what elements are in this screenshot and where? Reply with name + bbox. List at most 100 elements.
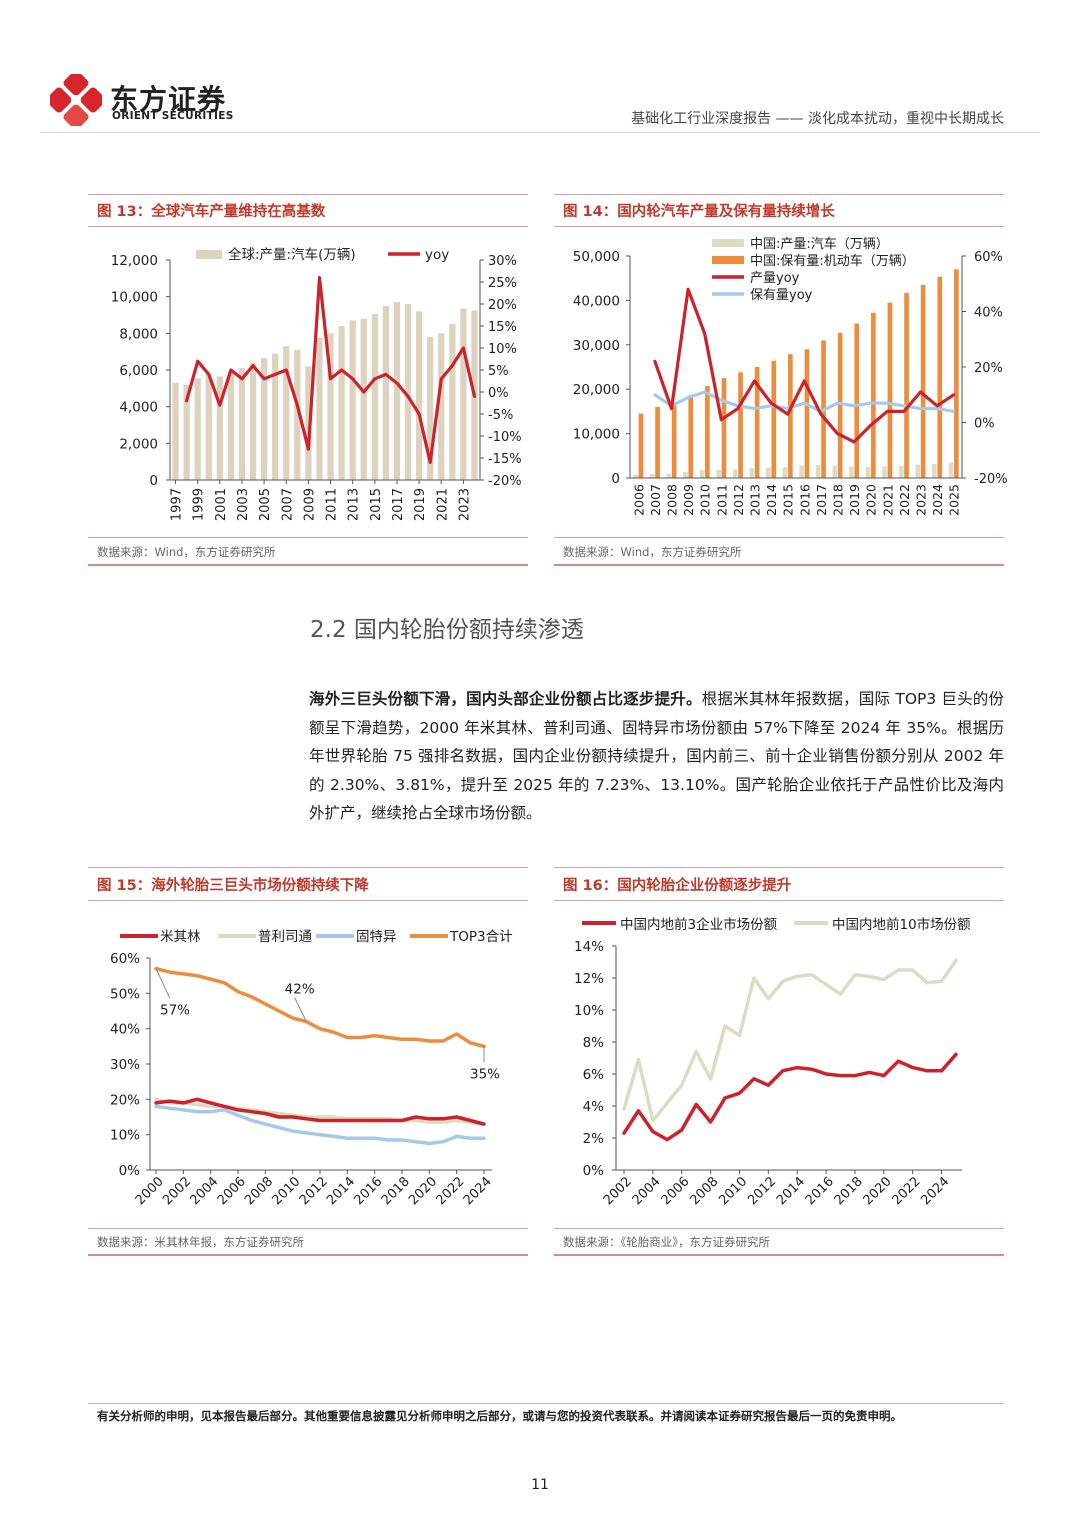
fig14-bar-ownership-2023 xyxy=(920,284,926,478)
fig14-bar-ownership-2014 xyxy=(771,360,777,478)
fig16-x-tick-label: 2018 xyxy=(832,1174,866,1208)
fig14-x-tick-label: 2012 xyxy=(731,484,746,516)
fig14-title-rule xyxy=(554,226,1004,227)
fig13-right-tick-label: 20% xyxy=(488,298,517,313)
report-title: 基础化工行业深度报告 —— 淡化成本扰动，重视中长期成长 xyxy=(631,111,1004,127)
fig14-x-tick-label: 2018 xyxy=(831,484,846,516)
fig14-bar-production-2011 xyxy=(716,469,721,478)
fig13-bar-2007 xyxy=(283,346,290,480)
fig15-x-tick-label: 2012 xyxy=(297,1174,331,1208)
fig13-bar-2000 xyxy=(205,373,212,480)
fig14-x-tick-label: 2019 xyxy=(847,484,862,516)
fig13-title-rule xyxy=(88,226,528,227)
fig14-right-tick-label: 0% xyxy=(974,417,995,432)
fig16-y-tick-label: 8% xyxy=(583,1035,605,1051)
fig14-x-tick-label: 2023 xyxy=(914,484,929,516)
fig14-bar-production-2012 xyxy=(732,469,738,478)
fig14-x-tick-label: 2014 xyxy=(764,484,779,516)
fig14-right-tick-label: 40% xyxy=(974,306,1003,321)
fig14-chart: 0 10,000 20,000 30,000 40,000 50,000 -20% 0% 20%… xyxy=(573,236,1008,516)
fig13-bar-2003 xyxy=(238,368,246,480)
fig13-x-tick-label: 2019 xyxy=(413,488,428,521)
fig13-left-tick-label: 8,000 xyxy=(119,326,158,342)
fig14-x-tick-label: 2016 xyxy=(797,484,812,516)
fig14-bar-production-2018 xyxy=(832,465,838,478)
fig15-y-tick-label: 0% xyxy=(119,1163,141,1179)
fig15-y-tick-label: 20% xyxy=(110,1092,140,1108)
fig13-bar-2010 xyxy=(316,337,323,480)
fig15-legend-label-0: 米其林 xyxy=(160,929,201,945)
fig14-legend-label-1: 中国:产量:汽车（万辆） xyxy=(750,236,889,252)
fig15-x-tick-label: 2014 xyxy=(324,1174,358,1208)
fig14-production-yoy-line xyxy=(653,287,956,444)
fig13-x-tick-label: 1997 xyxy=(170,488,185,521)
fig13-bar-2011 xyxy=(327,333,334,480)
fig13-x-tick-label: 2001 xyxy=(214,488,229,521)
fig13-x-tick-label: 2017 xyxy=(391,488,406,521)
fig14-bar-production-2016 xyxy=(799,465,804,478)
fig13-x-tick-label: 2007 xyxy=(280,488,295,521)
fig13-x-tick-label: 2011 xyxy=(325,488,340,521)
fig14-bar-ownership-2010 xyxy=(705,386,710,478)
fig14-left-tick-label: 40,000 xyxy=(573,293,620,309)
fig15-line-top3 xyxy=(154,966,486,1049)
footer-disclaimer: 有关分析师的申明，见本报告最后部分。其他重要信息披露见分析师申明之后部分，或请与… xyxy=(97,1409,902,1423)
fig14-bar-production-2010 xyxy=(699,469,705,478)
fig14-x-tick-label: 2022 xyxy=(897,484,912,516)
fig14-left-tick-label: 20,000 xyxy=(573,382,620,398)
fig14-bar-production-2020 xyxy=(865,466,871,478)
fig15-x-tick-label: 2022 xyxy=(433,1174,467,1208)
fig14-left-tick-label: 0 xyxy=(611,471,620,487)
fig13-right-tick-label: 15% xyxy=(488,320,517,335)
fig14-bar-production-2024 xyxy=(932,464,937,478)
fig15-annotation-57: 57% xyxy=(160,1003,190,1019)
fig14-bar-production-2019 xyxy=(849,466,854,478)
fig13-right-tick-label: -10% xyxy=(488,430,522,445)
fig14-bar-production-2017 xyxy=(815,465,821,478)
fig14-bar-ownership-2007 xyxy=(655,406,660,478)
fig15-title-rule xyxy=(88,900,528,901)
fig15-title: 图 15：海外轮胎三巨头市场份额持续下降 xyxy=(97,878,369,894)
fig13-legend-line-label: yoy xyxy=(425,247,449,263)
fig13-bar-2013 xyxy=(349,320,356,480)
fig13-right-tick-label: -5% xyxy=(488,408,513,423)
fig14-bar-production-2023 xyxy=(915,464,921,478)
fig14-left-tick-label: 30,000 xyxy=(573,338,620,354)
fig13-bar-1997 xyxy=(172,382,179,480)
logo-cn-text: 东方证券 xyxy=(110,83,227,116)
fig15-line-goodyear xyxy=(154,1104,486,1146)
fig14-bar-production-2015 xyxy=(782,467,788,478)
fig14-bar-ownership-2013 xyxy=(754,367,760,478)
fig14-ownership-yoy-line xyxy=(653,390,956,413)
fig15-line-michelin xyxy=(154,1097,486,1126)
fig13-yoy-line xyxy=(185,276,477,464)
fig13-left-tick-label: 0 xyxy=(149,473,158,489)
fig14-bar-production-2008 xyxy=(666,473,672,478)
fig13-bar-2020 xyxy=(427,337,434,480)
fig15-annotation-leader-1 xyxy=(155,968,171,999)
fig15-x-tick-label: 2010 xyxy=(269,1174,303,1208)
fig15-source-rule xyxy=(88,1254,528,1256)
fig16-source-rule xyxy=(554,1254,1004,1256)
fig13-right-tick-label: 5% xyxy=(488,364,509,379)
fig16-chart: 0%2%4%6%8%10%12%14%200220042006200820102… xyxy=(574,916,971,1208)
fig15-x-tick-label: 2002 xyxy=(160,1174,194,1208)
fig15-y-tick-label: 40% xyxy=(110,1022,140,1038)
fig13-legend-bar-swatch xyxy=(196,250,222,259)
fig16-x-tick-label: 2012 xyxy=(745,1174,779,1208)
fig14-bar-ownership-2025 xyxy=(954,269,959,478)
fig13-x-tick-label: 2013 xyxy=(347,488,362,521)
fig13-bar-2001 xyxy=(216,376,223,480)
fig14-right-tick-label: -20% xyxy=(974,472,1008,487)
fig15-legend-label-2: 固特异 xyxy=(356,929,397,945)
fig16-y-tick-label: 0% xyxy=(583,1163,605,1179)
fig13-bar-2022 xyxy=(449,324,456,480)
fig13-bar-2021 xyxy=(438,333,445,480)
fig13-bar-1998 xyxy=(183,384,190,480)
fig16-top-rule xyxy=(554,867,1004,868)
fig15-annotation-leader-2 xyxy=(294,997,307,1022)
fig15-y-tick-label: 30% xyxy=(110,1057,140,1073)
fig13-bar-2023 xyxy=(460,308,467,480)
fig14-x-tick-label: 2025 xyxy=(947,484,962,516)
fig15-annotation-35: 35% xyxy=(470,1066,500,1082)
